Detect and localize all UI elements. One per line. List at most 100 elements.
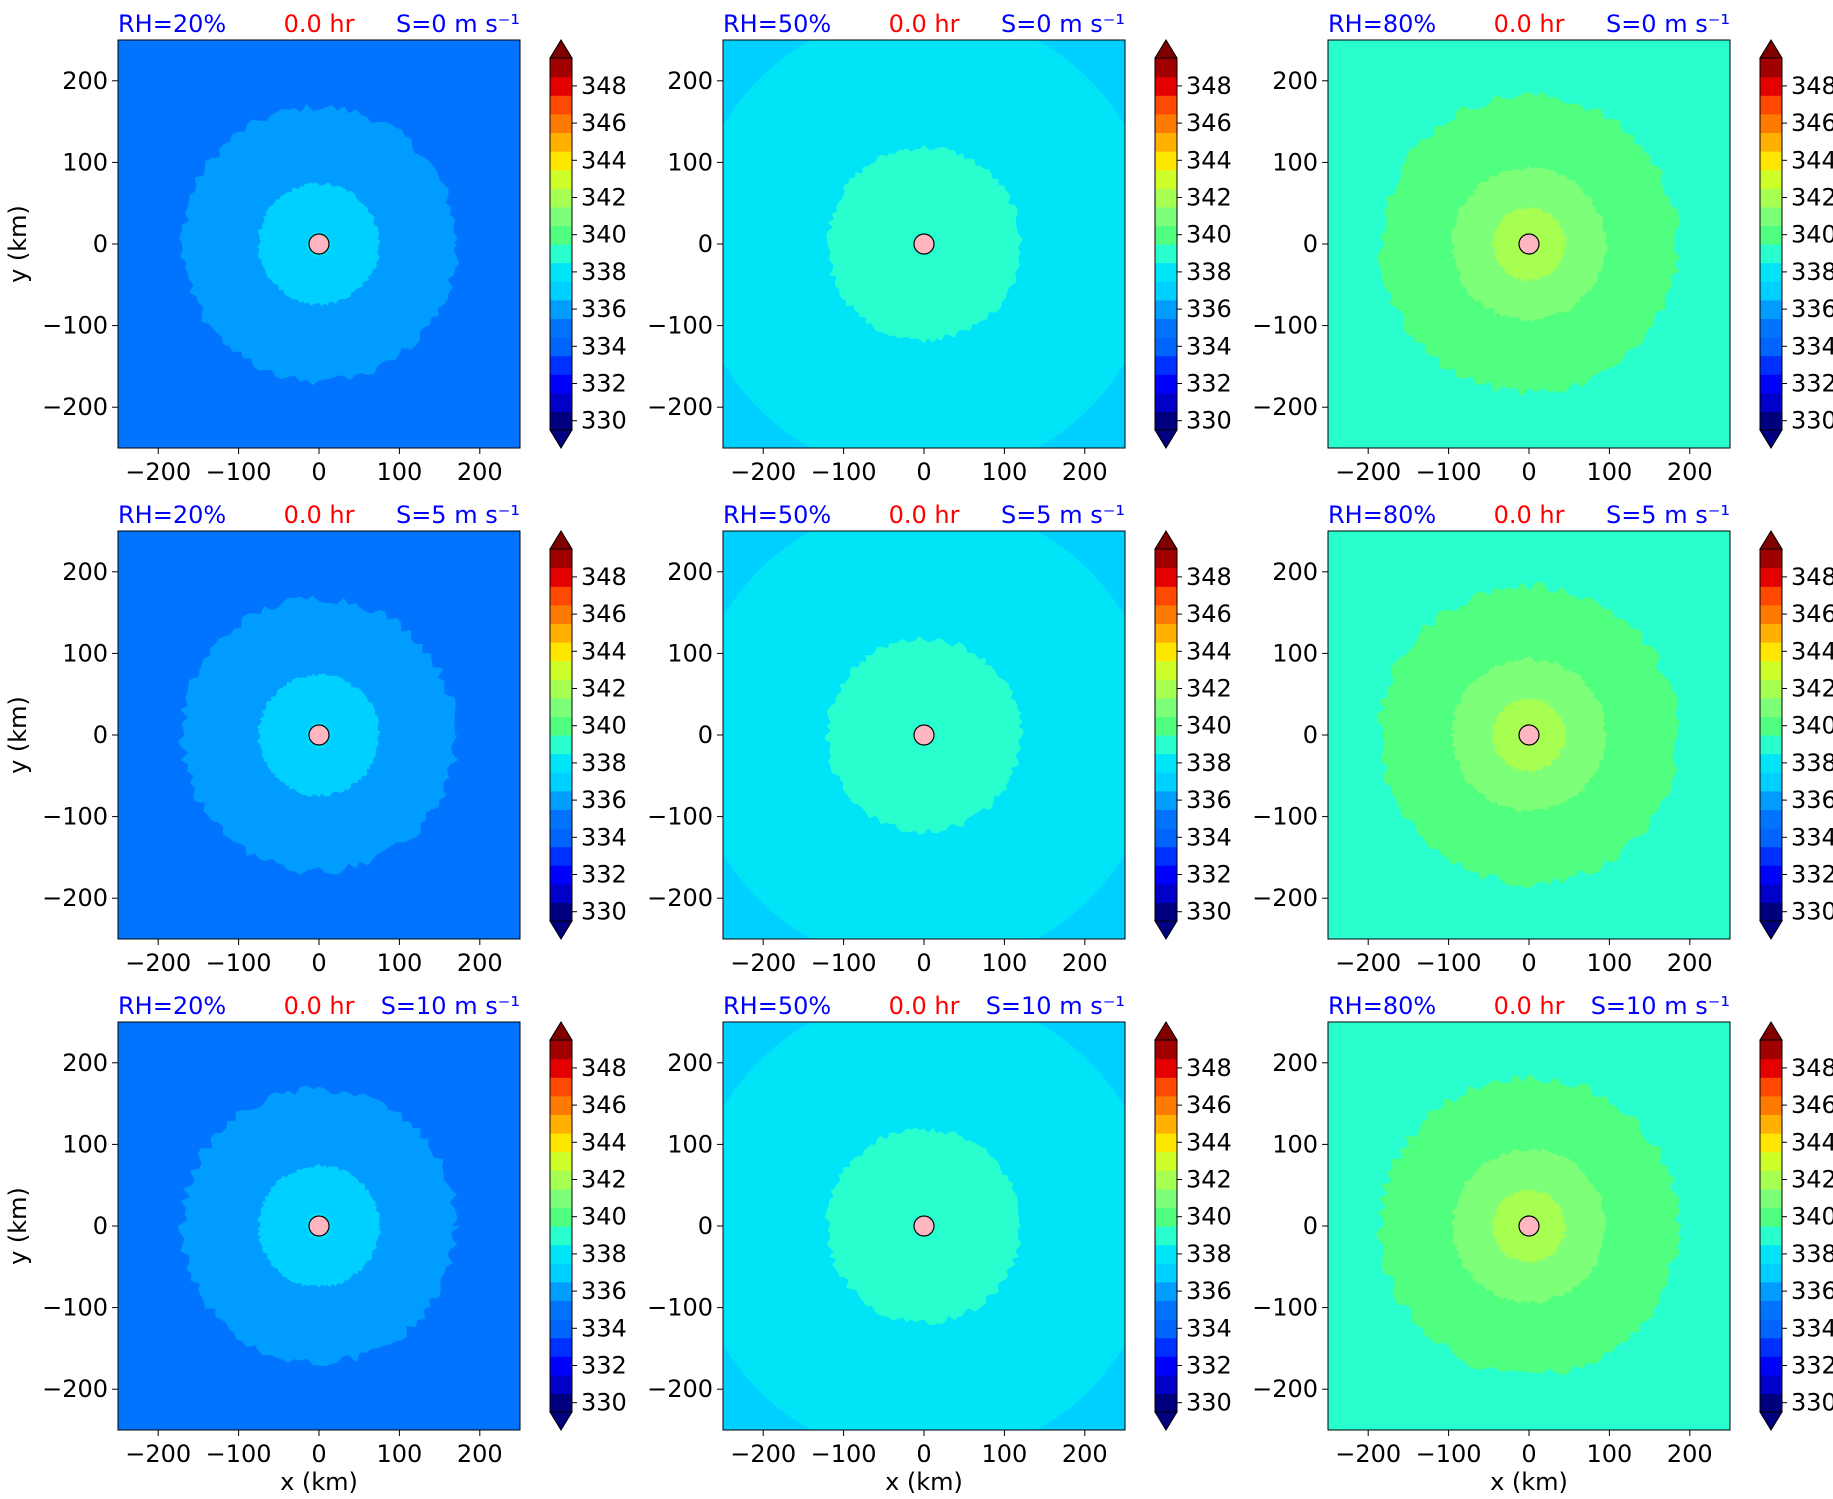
y-tick-label: −200	[1252, 1375, 1318, 1403]
center-marker	[308, 1215, 330, 1237]
colorbar-segment	[1760, 883, 1782, 903]
colorbar-tick-label: 330	[1186, 1389, 1232, 1417]
colorbar-segment	[1155, 1151, 1177, 1171]
y-tick-label: 200	[1272, 67, 1318, 95]
colorbar-segment	[550, 132, 572, 152]
x-tick-label: 0	[1521, 458, 1536, 486]
x-tick-label: 200	[1667, 949, 1713, 977]
colorbar-segment	[1760, 679, 1782, 699]
colorbar-tick-label: 334	[1186, 823, 1232, 851]
colorbar-tick-label: 340	[1186, 221, 1232, 249]
colorbar-segment	[550, 902, 572, 922]
y-tick-label: −100	[42, 803, 108, 831]
x-tick-label: 0	[916, 458, 931, 486]
colorbar-segment	[1760, 642, 1782, 662]
colorbar-tick-label: 338	[1186, 749, 1232, 777]
rh-label: RH=50%	[723, 501, 831, 529]
x-axis-label: x (km)	[1490, 1468, 1568, 1496]
panel-r2-c1: −200 −200 −100 −100 0 0 100 100 200 200 x (km) RH=5…	[647, 992, 1232, 1496]
y-tick-label: 100	[62, 148, 108, 176]
colorbar-tick-label: 336	[1791, 1277, 1833, 1305]
colorbar-segment	[1760, 374, 1782, 394]
x-tick-label: 0	[1521, 949, 1536, 977]
colorbar-tick-label: 332	[1186, 1352, 1232, 1380]
colorbar-tick-label: 330	[1791, 1389, 1833, 1417]
y-tick-label: −200	[647, 884, 713, 912]
panel-r2-c0: −200 −200 −100 −100 0 0 100 100 200 200 x (km) y (k…	[4, 992, 627, 1496]
colorbar-tick-label: 336	[581, 295, 627, 323]
colorbar-tick-label: 346	[581, 600, 627, 628]
rh-label: RH=80%	[1328, 10, 1436, 38]
colorbar-tick-label: 346	[1186, 109, 1232, 137]
center-marker	[1518, 233, 1540, 255]
time-label: 0.0 hr	[284, 992, 355, 1020]
colorbar-segment	[1760, 846, 1782, 866]
x-tick-label: 100	[981, 1440, 1027, 1468]
center-marker	[1518, 1215, 1540, 1237]
colorbar-segment	[1760, 169, 1782, 189]
colorbar-segment	[1760, 1133, 1782, 1153]
colorbar-segment	[1155, 1281, 1177, 1301]
colorbar-extend-min	[549, 920, 573, 940]
colorbar-segment	[550, 318, 572, 338]
colorbar-extend-min	[1154, 429, 1178, 449]
colorbar-tick-label: 344	[1186, 1128, 1232, 1156]
colorbar-segment	[550, 642, 572, 662]
x-tick-label: −200	[730, 1440, 796, 1468]
panel-r1-c2: −200 −200 −100 −100 0 0 100 100 200 200 RH=80% 0.0 …	[1252, 501, 1833, 977]
colorbar-tick-label: 340	[1186, 1203, 1232, 1231]
colorbar-tick-label: 340	[1791, 221, 1833, 249]
y-axis-label: y (km)	[4, 696, 32, 774]
shear-label: S=5 m s⁻¹	[1001, 501, 1125, 529]
colorbar-tick-label: 348	[1791, 1054, 1833, 1082]
colorbar-segment	[1155, 374, 1177, 394]
x-tick-label: 200	[1062, 458, 1108, 486]
colorbar-segment	[550, 188, 572, 208]
colorbar-segment	[1155, 1226, 1177, 1246]
colorbar-segment	[550, 262, 572, 282]
colorbar-segment	[1760, 1337, 1782, 1357]
colorbar-tick-label: 332	[581, 861, 627, 889]
colorbar-segment	[1760, 225, 1782, 245]
colorbar-segment	[550, 1226, 572, 1246]
colorbar: 330 332 334 336 338 340 342 344 346 348	[1154, 1021, 1232, 1431]
rh-label: RH=50%	[723, 992, 831, 1020]
colorbar-segment	[1760, 1263, 1782, 1283]
y-tick-label: 100	[1272, 1130, 1318, 1158]
colorbar-extend-max	[1154, 530, 1178, 550]
colorbar: 330 332 334 336 338 340 342 344 346 348	[1154, 530, 1232, 940]
colorbar-segment	[1760, 902, 1782, 922]
colorbar-extend-max	[549, 1021, 573, 1041]
colorbar-segment	[1760, 1393, 1782, 1413]
colorbar-segment	[1760, 1188, 1782, 1208]
colorbar-tick-label: 342	[1186, 184, 1232, 212]
colorbar-segment	[1155, 586, 1177, 606]
colorbar-segment	[1760, 623, 1782, 643]
colorbar-segment	[1760, 411, 1782, 431]
colorbar-tick-label: 332	[1791, 861, 1833, 889]
colorbar-tick-label: 342	[581, 675, 627, 703]
colorbar-tick-label: 342	[1186, 675, 1232, 703]
colorbar-segment	[1760, 95, 1782, 115]
colorbar-segment	[550, 883, 572, 903]
colorbar-frame	[1154, 1039, 1178, 1413]
colorbar-segment	[1155, 1188, 1177, 1208]
colorbar-segment	[1760, 1095, 1782, 1115]
y-tick-label: 0	[698, 230, 713, 258]
colorbar-segment	[1155, 262, 1177, 282]
colorbar-segment	[1760, 1170, 1782, 1190]
colorbar-segment	[1760, 132, 1782, 152]
y-tick-label: 0	[93, 230, 108, 258]
y-tick-label: −100	[1252, 1294, 1318, 1322]
colorbar-tick-label: 342	[1791, 184, 1833, 212]
colorbar-tick-label: 338	[1791, 749, 1833, 777]
y-tick-label: −200	[647, 393, 713, 421]
y-tick-label: 0	[1303, 230, 1318, 258]
colorbar-segment	[1155, 623, 1177, 643]
y-tick-label: −200	[1252, 884, 1318, 912]
colorbar-tick-label: 334	[581, 332, 627, 360]
colorbar-segment	[1155, 1300, 1177, 1320]
colorbar-segment	[1760, 355, 1782, 375]
colorbar-extend-min	[1154, 1411, 1178, 1431]
